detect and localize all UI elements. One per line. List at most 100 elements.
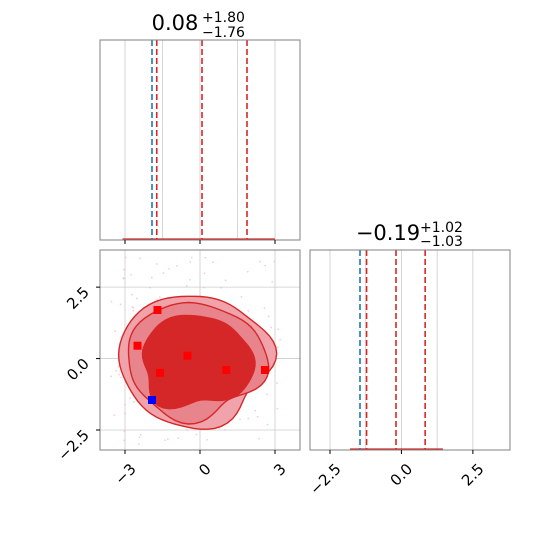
bottom-left-sample-dot	[177, 437, 180, 440]
bottom-left-sample-dot	[162, 272, 165, 275]
top-left-title: 0.08	[152, 11, 199, 35]
bottom-left-red-point-2	[183, 351, 192, 360]
bottom-left-sample-dot	[149, 286, 152, 289]
bottom-left-sample-dot	[271, 281, 274, 283]
bottom-left-sample-dot	[113, 414, 116, 417]
bottom-left-sample-dot	[224, 279, 227, 282]
bottom-left-x-tick-label-1: 0	[195, 460, 214, 479]
bottom-left-sample-dot	[189, 261, 192, 263]
bottom-left-sample-dot	[267, 315, 270, 318]
panel-bottom-left: −3 0 3 2.5 0.0 −2.5	[54, 249, 301, 488]
bottom-left-sample-dot	[110, 375, 113, 378]
bottom-left-sample-dot	[135, 297, 138, 300]
bottom-left-sample-dot	[258, 437, 260, 440]
bottom-left-y-tick-label-2: −2.5	[54, 426, 92, 464]
bottom-left-sample-dot	[203, 272, 206, 275]
bottom-right-quantile-lines	[359, 250, 426, 450]
bottom-left-sample-dot	[130, 293, 133, 296]
bottom-left-points	[133, 306, 269, 404]
bottom-left-sample-dot	[115, 370, 118, 372]
bottom-left-sample-dot	[265, 393, 268, 396]
panel-top-left: 0.08 +1.80 −1.76	[99, 10, 301, 244]
bottom-left-red-point-0	[153, 306, 162, 314]
bottom-left-sample-dot	[254, 409, 257, 412]
bottom-left-sample-dot	[158, 296, 161, 298]
bottom-left-sample-dot	[220, 286, 223, 289]
bottom-left-x-tick-label-0: −3	[111, 460, 139, 488]
bottom-left-sample-dot	[124, 403, 126, 406]
bottom-left-sample-dot	[276, 382, 279, 384]
bottom-right-title: −0.19	[356, 221, 420, 245]
bottom-left-sample-dot	[212, 261, 214, 264]
bottom-left-blue-point-0	[148, 396, 156, 404]
bottom-left-sample-dot	[203, 286, 205, 289]
top-left-grid	[124, 40, 276, 240]
top-left-title-value: 0.08	[152, 11, 199, 35]
top-left-title-lower: −1.76	[202, 25, 245, 41]
bottom-left-sample-dot	[273, 260, 276, 263]
bottom-left-sample-dot	[204, 256, 207, 259]
bottom-right-x-tick-labels: −2.5 0.0 2.5	[306, 460, 487, 498]
bottom-left-red-point-5	[261, 366, 269, 374]
panel-bottom-right: −2.5 0.0 2.5 −0.19 +1.02 −1.03	[306, 220, 511, 499]
bottom-left-x-tick-label-2: 3	[270, 460, 289, 479]
bottom-left-sample-dot	[129, 397, 132, 400]
top-left-ticks	[124, 240, 276, 244]
bottom-left-red-point-1	[133, 341, 142, 350]
bottom-left-sample-dot	[168, 267, 171, 270]
bottom-left-sample-dot	[270, 326, 272, 329]
bottom-left-sample-dot	[117, 365, 120, 368]
bottom-right-title-value: −0.19	[356, 221, 420, 245]
bottom-left-sample-dot	[120, 376, 123, 379]
bottom-left-sample-dot	[263, 307, 266, 310]
bottom-left-sample-dot	[277, 346, 279, 349]
bottom-left-sample-dot	[132, 309, 134, 312]
bottom-left-sample-dot	[240, 295, 243, 298]
bottom-left-sample-dot	[247, 309, 250, 312]
bottom-right-title-lower: −1.03	[420, 234, 463, 250]
bottom-left-sample-dot	[139, 433, 142, 436]
bottom-right-title-upper: +1.02	[420, 220, 463, 236]
bottom-left-sample-dot	[119, 303, 122, 306]
bottom-left-sample-dot	[264, 264, 267, 267]
bottom-left-red-point-3	[156, 368, 164, 377]
bottom-left-sample-dot	[224, 428, 226, 431]
bottom-right-x-tick-label-2: 2.5	[458, 460, 488, 490]
bottom-left-sample-dot	[137, 443, 140, 446]
bottom-left-sample-dot	[166, 438, 169, 440]
bottom-left-y-tick-label-0: 2.5	[63, 283, 93, 313]
bottom-left-sample-dot	[132, 306, 135, 309]
bottom-left-sample-dot	[110, 300, 113, 303]
bottom-left-sample-dot	[185, 285, 188, 288]
bottom-left-contour-inner	[141, 314, 256, 410]
bottom-left-sample-dot	[239, 418, 241, 421]
bottom-left-red-point-4	[222, 366, 231, 374]
bottom-left-sample-dot	[123, 430, 126, 433]
bottom-left-sample-dot	[123, 439, 126, 442]
bottom-left-y-tick-labels: 2.5 0.0 −2.5	[54, 283, 92, 464]
bottom-left-sample-dot	[277, 328, 280, 331]
bottom-left-sample-dot	[138, 436, 141, 439]
bottom-left-sample-dot	[176, 265, 178, 267]
bottom-left-sample-dot	[190, 256, 193, 259]
bottom-left-sample-dot	[279, 338, 282, 341]
bottom-left-x-tick-labels: −3 0 3	[111, 460, 289, 488]
bottom-left-y-tick-label-1: 0.0	[63, 355, 93, 385]
bottom-left-sample-dot	[266, 423, 269, 426]
bottom-left-sample-dot	[259, 260, 262, 263]
bottom-left-contours	[117, 295, 278, 430]
bottom-left-sample-dot	[206, 438, 208, 441]
bottom-left-sample-dot	[256, 415, 259, 418]
bottom-left-sample-dot	[123, 268, 125, 271]
bottom-left-sample-dot	[123, 412, 126, 415]
bottom-left-sample-dot	[150, 276, 153, 279]
bottom-right-x-tick-label-0: −2.5	[306, 460, 344, 498]
bottom-left-sample-dot	[130, 273, 132, 276]
bottom-left-sample-dot	[138, 257, 141, 260]
bottom-left-sample-dot	[122, 277, 125, 280]
bottom-left-sample-dot	[114, 330, 117, 332]
bottom-right-ticks	[329, 450, 474, 454]
bottom-left-sample-dot	[132, 401, 135, 403]
bottom-left-sample-dot	[247, 417, 250, 420]
